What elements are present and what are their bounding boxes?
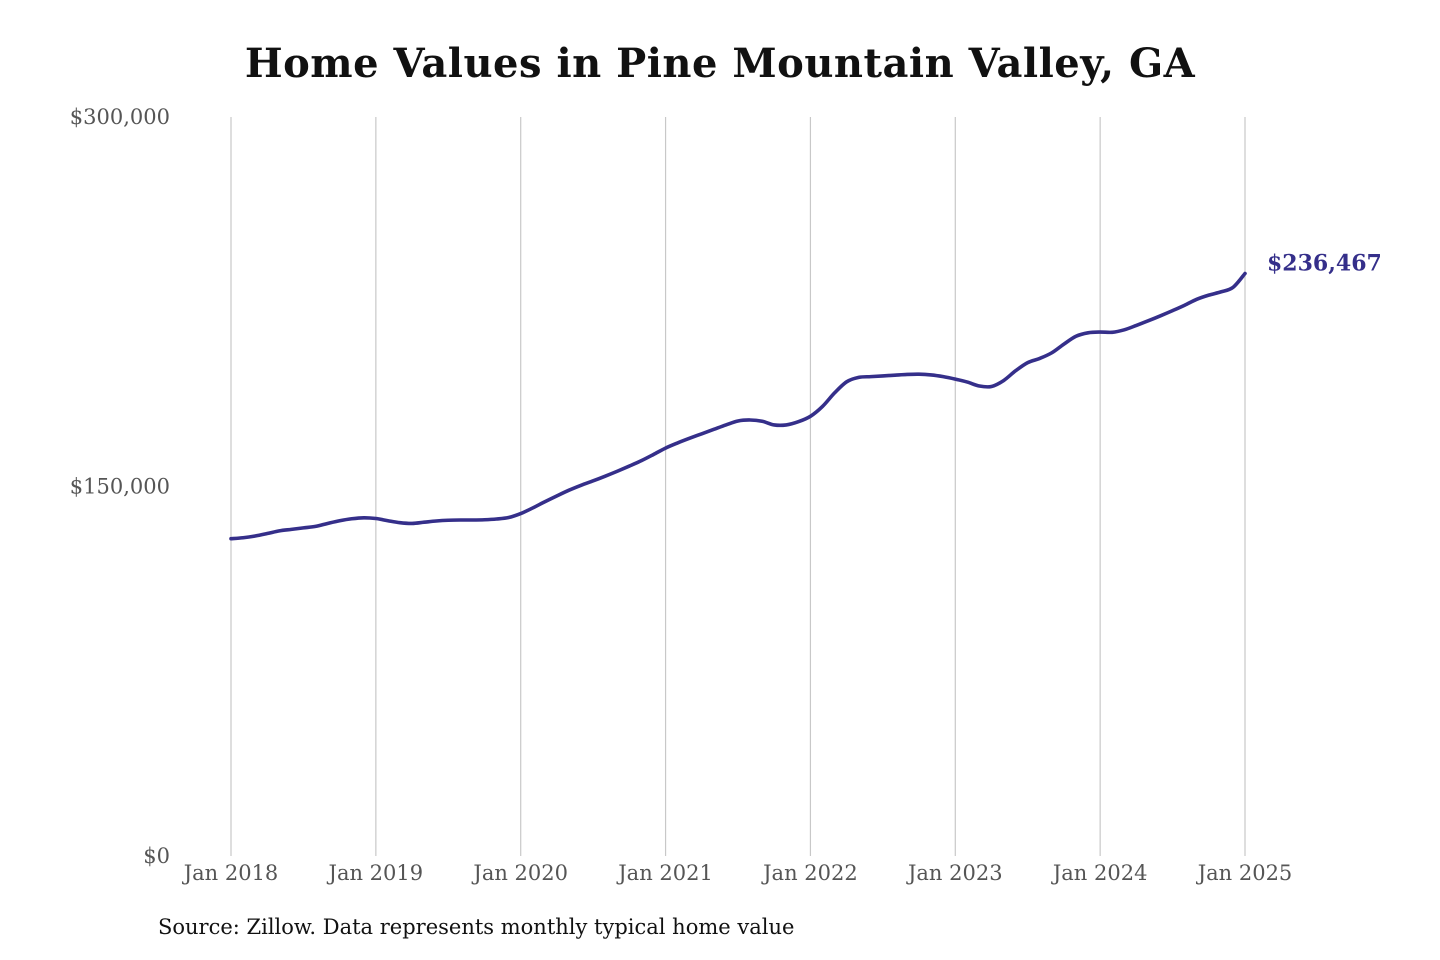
y-tick-label: $300,000 [70, 105, 170, 129]
end-value-label: $236,467 [1267, 251, 1382, 277]
vertical-gridlines [230, 117, 1246, 856]
x-tick-label: Jan 2018 [182, 861, 279, 885]
x-tick-label: Jan 2019 [327, 861, 424, 885]
end-label-layer: $236,467 [1267, 251, 1382, 277]
x-tick-label: Jan 2022 [761, 861, 858, 885]
x-axis-tick-labels: Jan 2018 Jan 2019 Jan 2020 Jan 2021 Jan 2022… [182, 861, 1293, 885]
y-axis-tick-labels: $0 $150,000 $300,000 [70, 105, 170, 868]
x-tick-label: Jan 2025 [1196, 861, 1293, 885]
series-line-0 [229, 271, 1247, 541]
x-tick-label: Jan 2021 [616, 861, 713, 885]
x-tick-label: Jan 2020 [471, 861, 568, 885]
chart-title: Home Values in Pine Mountain Valley, GA [244, 40, 1196, 87]
series-layer [229, 271, 1247, 541]
x-tick-label: Jan 2024 [1051, 861, 1148, 885]
x-tick-label: Jan 2023 [906, 861, 1003, 885]
y-tick-label: $0 [143, 844, 170, 868]
source-note: Source: Zillow. Data represents monthly … [158, 915, 795, 939]
y-tick-label: $150,000 [70, 475, 170, 499]
